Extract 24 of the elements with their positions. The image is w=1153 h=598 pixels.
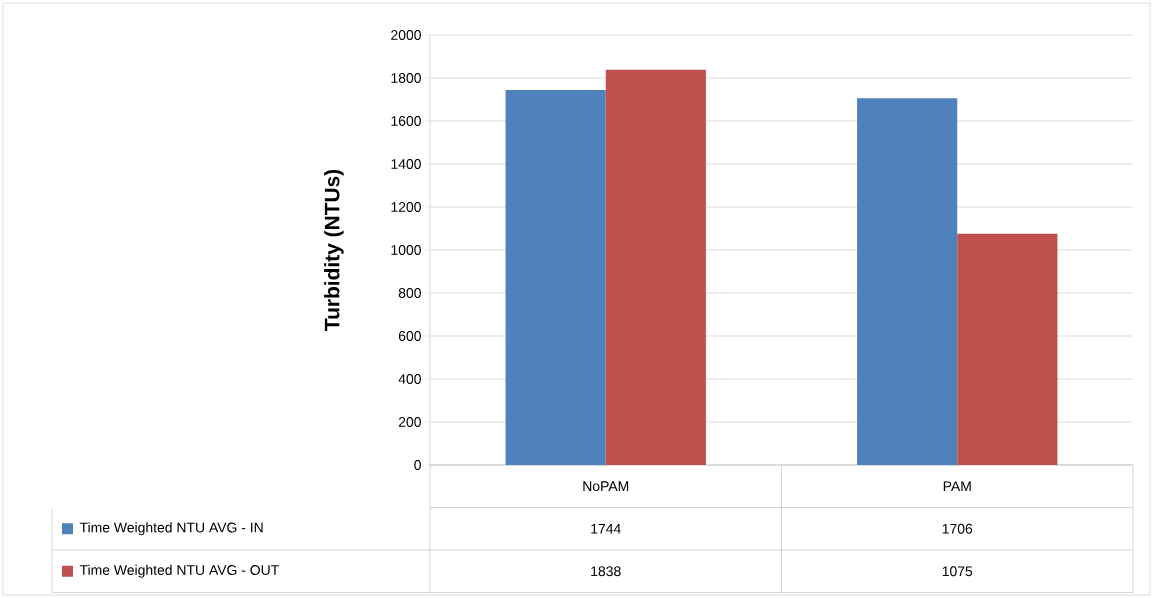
y-tick-label: 2000 (391, 30, 421, 40)
y-tick-label: 600 (398, 331, 421, 341)
data-label: 1838 (591, 566, 621, 577)
y-tick-label: 1800 (391, 73, 421, 83)
y-tick-label: 200 (398, 417, 421, 427)
legend-label: Time Weighted NTU AVG - IN (79, 522, 263, 536)
y-tick-label: 0 (414, 460, 421, 470)
y-tick-label: 400 (398, 374, 421, 384)
y-tick-label: 800 (398, 288, 421, 298)
data-label: 1706 (942, 523, 973, 534)
y-tick-label: 1200 (391, 202, 421, 212)
y-axis-title: Turbidity (NTUs) (324, 169, 344, 331)
legend-label: Time Weighted NTU AVG - OUT (79, 564, 279, 578)
y-tick-label: 1600 (391, 116, 421, 126)
y-tick-label: 1000 (391, 245, 421, 255)
x-tick-label: PAM (943, 481, 971, 492)
data-label: 1075 (942, 566, 973, 577)
bar (605, 69, 706, 465)
data-label: 1744 (591, 523, 621, 534)
bar (957, 233, 1058, 465)
bar (857, 98, 958, 465)
y-tick-label: 1400 (391, 159, 421, 169)
bar (505, 90, 606, 465)
x-tick-label: NoPAM (583, 481, 629, 492)
